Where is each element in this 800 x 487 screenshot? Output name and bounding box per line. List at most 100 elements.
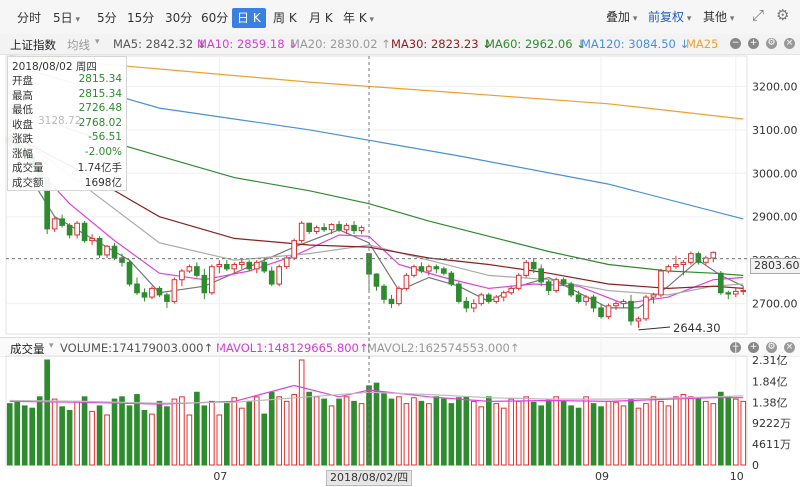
- volume-bar: [695, 398, 702, 466]
- ma20-value: MA20: 2830.02 ↑: [290, 37, 391, 51]
- period-tab[interactable]: 5日: [48, 8, 85, 28]
- close-icon[interactable]: ×: [784, 38, 795, 49]
- info-key: 成交额: [12, 176, 44, 189]
- volume-bar: [515, 400, 522, 466]
- y-tick-label: 2700.00: [752, 298, 798, 311]
- period-tab[interactable]: 60分: [201, 11, 229, 25]
- vol-close-icon[interactable]: ×: [784, 342, 795, 353]
- vol-tick-label: 2.31亿: [752, 354, 788, 367]
- volume-bar: [171, 398, 178, 466]
- candle-body: [628, 300, 634, 322]
- volume-bar: [14, 400, 21, 466]
- settings-icon[interactable]: ⚙: [776, 6, 790, 24]
- period-tab[interactable]: 月 K: [309, 11, 333, 25]
- candle-body: [635, 318, 642, 322]
- candle-body: [560, 279, 567, 285]
- volume-bar: [523, 396, 530, 466]
- settings-small-icon[interactable]: ⚙: [766, 38, 777, 49]
- period-tab[interactable]: 5分: [97, 11, 117, 25]
- ma30-value: MA30: 2823.23 ↓: [391, 37, 492, 51]
- candle-body: [598, 307, 604, 318]
- candle-body: [530, 261, 537, 270]
- main-frame: [5, 55, 748, 335]
- volume-bar: [74, 400, 80, 466]
- ma10-value: MA10: 2859.18 ↓: [197, 37, 298, 51]
- candle-body: [66, 224, 73, 236]
- volume-bar: [96, 405, 103, 466]
- period-tab[interactable]: 15分: [127, 11, 155, 25]
- candle-body: [680, 261, 687, 265]
- volume-bar: [530, 401, 537, 466]
- volume-bar: [456, 397, 462, 466]
- candle-body: [613, 303, 619, 307]
- volume-bar: [560, 400, 567, 466]
- volume-bar: [141, 409, 148, 466]
- candle-body: [298, 222, 305, 242]
- candle-body: [500, 292, 507, 298]
- volume-bar: [343, 396, 350, 466]
- candle-body: [575, 294, 582, 302]
- candle-body: [59, 218, 65, 226]
- period-tab[interactable]: 分时: [17, 11, 42, 25]
- adjust-menu[interactable]: 前复权: [648, 8, 691, 28]
- candle-body: [740, 290, 747, 293]
- candle-body: [673, 264, 679, 268]
- info-row: 收盘 2768.02: [12, 117, 124, 131]
- volume-bar: [680, 394, 687, 466]
- info-row: 开盘 2815.34: [12, 73, 124, 87]
- volume-bar: [373, 382, 380, 466]
- period-tab[interactable]: 日 K: [232, 8, 266, 28]
- volume-bar: [44, 359, 50, 466]
- volume-bar: [553, 396, 559, 466]
- volume-bar: [620, 405, 627, 466]
- volume-bar: [164, 406, 170, 466]
- volume-bar: [231, 397, 238, 466]
- other-menu[interactable]: 其他: [703, 8, 734, 28]
- ma-legend: 上证指数 均线 ▾ MA5: 2842.32 ↓ MA10: 2859.18 ↓…: [0, 34, 800, 55]
- plus-icon[interactable]: +: [748, 38, 759, 49]
- avg-line-chevron-icon[interactable]: ▾: [95, 37, 100, 47]
- candle-body: [418, 266, 425, 272]
- volume-bar: [643, 403, 649, 466]
- candle-body: [134, 283, 140, 294]
- candle-body: [388, 298, 395, 305]
- volume-chevron-icon[interactable]: ▾: [49, 341, 54, 351]
- candle-body: [485, 294, 492, 302]
- minus-icon[interactable]: −: [730, 38, 741, 49]
- avg-line-toggle[interactable]: 均线: [67, 38, 90, 52]
- candle-body: [478, 294, 485, 305]
- volume-bar: [238, 407, 245, 466]
- volume-bar: [201, 405, 208, 466]
- vol-tick-label: 1.38亿: [752, 396, 788, 409]
- volume-bar: [328, 405, 335, 466]
- vol-tick-label: 9222万: [752, 417, 791, 430]
- vol-settings-icon[interactable]: ⚙: [766, 342, 777, 353]
- vol-plus-icon[interactable]: +: [748, 342, 759, 353]
- candle-body: [351, 224, 357, 232]
- candle-body: [313, 227, 320, 232]
- volume-bar: [223, 403, 230, 466]
- candle-body: [216, 264, 223, 268]
- volume-bar: [66, 409, 73, 466]
- period-tab[interactable]: 年 K: [338, 8, 379, 28]
- fullscreen-icon[interactable]: ⤢: [752, 6, 765, 24]
- candle-body: [605, 305, 612, 318]
- volume-bar: [396, 396, 402, 466]
- overlay-menu[interactable]: 叠加: [606, 8, 637, 28]
- crosshair-date: 2018/08/02/四: [326, 470, 413, 486]
- period-tab[interactable]: 30分: [165, 11, 193, 25]
- volume-bar: [186, 414, 193, 466]
- volume-bar: [478, 406, 485, 466]
- volume-bar: [268, 391, 275, 466]
- candle-body: [381, 285, 387, 300]
- candle-body: [665, 266, 672, 272]
- candle-body: [119, 257, 125, 263]
- period-tab[interactable]: 周 K: [273, 11, 297, 25]
- volume-bar: [358, 403, 365, 466]
- info-value: 2815.34: [78, 87, 122, 100]
- candle-body: [104, 245, 110, 256]
- volume-bar: [717, 391, 724, 466]
- candle-body: [141, 292, 148, 298]
- volume-bar: [21, 405, 28, 466]
